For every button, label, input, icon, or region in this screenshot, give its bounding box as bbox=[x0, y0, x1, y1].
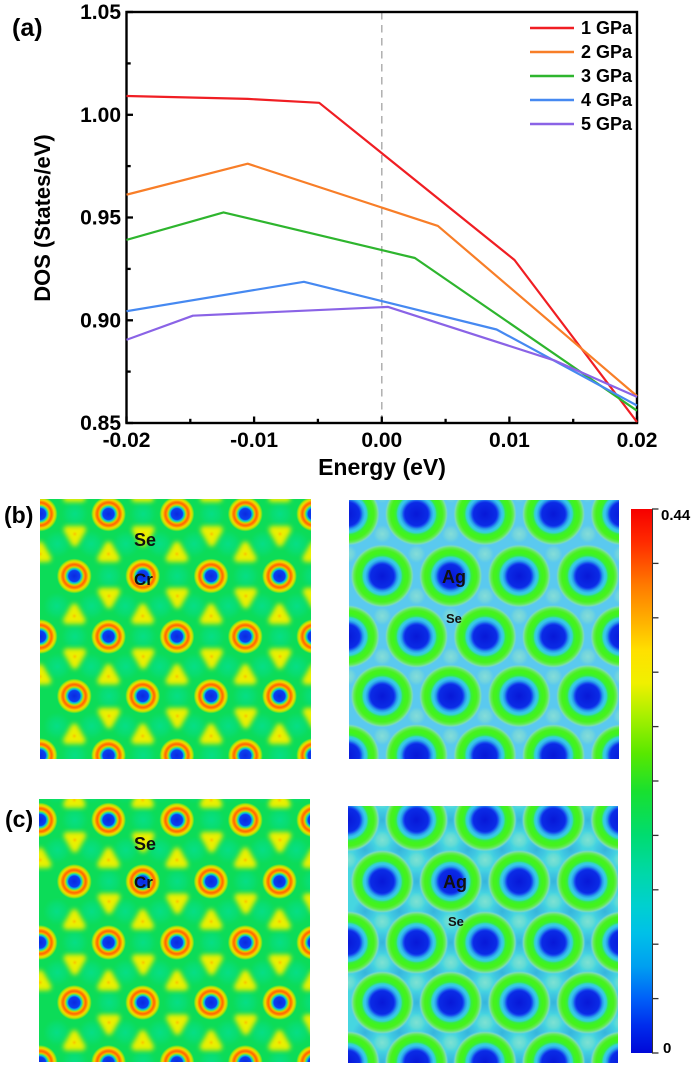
svg-text:-0.02: -0.02 bbox=[103, 429, 151, 452]
svg-text:Ag: Ag bbox=[443, 872, 467, 892]
svg-text:0.85: 0.85 bbox=[80, 412, 121, 435]
svg-text:Se: Se bbox=[134, 530, 156, 550]
svg-text:Se: Se bbox=[448, 914, 464, 929]
svg-text:DOS (States/eV): DOS (States/eV) bbox=[30, 134, 55, 302]
svg-text:Se: Se bbox=[134, 834, 156, 854]
svg-text:Cr: Cr bbox=[134, 873, 153, 892]
svg-text:Se: Se bbox=[446, 611, 462, 626]
svg-text:-0.01: -0.01 bbox=[230, 429, 278, 452]
svg-text:0.44: 0.44 bbox=[661, 507, 691, 524]
svg-text:Energy (eV): Energy (eV) bbox=[318, 454, 446, 480]
svg-text:3 GPa: 3 GPa bbox=[581, 66, 633, 86]
svg-text:1.05: 1.05 bbox=[80, 1, 121, 24]
svg-text:0.95: 0.95 bbox=[80, 207, 121, 230]
svg-text:0.00: 0.00 bbox=[361, 429, 402, 452]
svg-text:(a): (a) bbox=[12, 14, 43, 42]
svg-text:1 GPa: 1 GPa bbox=[581, 18, 633, 38]
svg-text:0.90: 0.90 bbox=[80, 309, 121, 332]
svg-text:0.01: 0.01 bbox=[489, 429, 530, 452]
svg-text:Cr: Cr bbox=[134, 570, 153, 589]
svg-text:4 GPa: 4 GPa bbox=[581, 90, 633, 110]
svg-text:0: 0 bbox=[663, 1040, 671, 1057]
svg-text:0.02: 0.02 bbox=[617, 429, 658, 452]
svg-text:Ag: Ag bbox=[442, 567, 466, 587]
svg-text:5 GPa: 5 GPa bbox=[581, 114, 633, 134]
svg-text:2 GPa: 2 GPa bbox=[581, 42, 633, 62]
svg-text:1.00: 1.00 bbox=[80, 104, 121, 127]
